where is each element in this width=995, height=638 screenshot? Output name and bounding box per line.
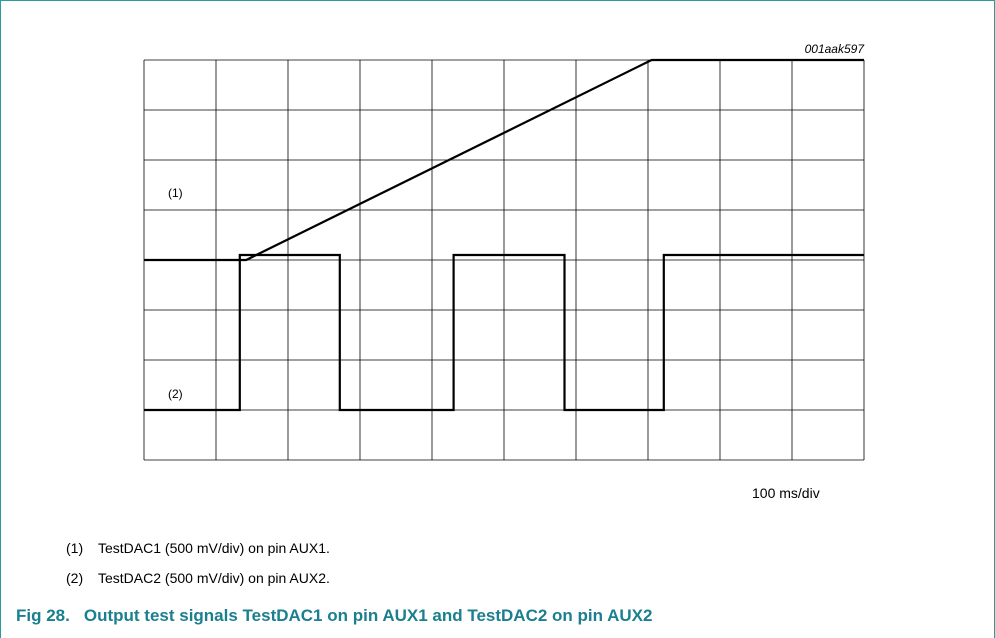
note-1-text: TestDAC1 (500 mV/div) on pin AUX1. [98, 540, 330, 556]
caption-text: Output test signals TestDAC1 on pin AUX1… [83, 606, 653, 625]
figure-id: 001aak597 [805, 42, 866, 56]
note-2: (2) TestDAC2 (500 mV/div) on pin AUX2. [66, 568, 330, 598]
trace-marker-1: (1) [168, 186, 183, 200]
note-1: (1) TestDAC1 (500 mV/div) on pin AUX1. [66, 538, 330, 568]
time-scale-label: 100 ms/div [752, 485, 820, 501]
scope-grid [143, 59, 865, 461]
figure-caption: Fig 28. Output test signals TestDAC1 on p… [16, 606, 652, 626]
note-2-marker: (2) [66, 570, 84, 586]
note-2-text: TestDAC2 (500 mV/div) on pin AUX2. [98, 570, 330, 586]
note-1-marker: (1) [66, 540, 84, 556]
trace-notes: (1) TestDAC1 (500 mV/div) on pin AUX1. (2… [66, 538, 330, 598]
oscilloscope-plot: 001aak597 (1) (2) 100 ms/div [143, 42, 866, 501]
caption-number: Fig 28. [16, 606, 70, 625]
trace-marker-2: (2) [168, 387, 183, 401]
trace-1-line [144, 58, 864, 262]
trace-2-line [144, 253, 864, 412]
scope-traces [144, 58, 864, 412]
